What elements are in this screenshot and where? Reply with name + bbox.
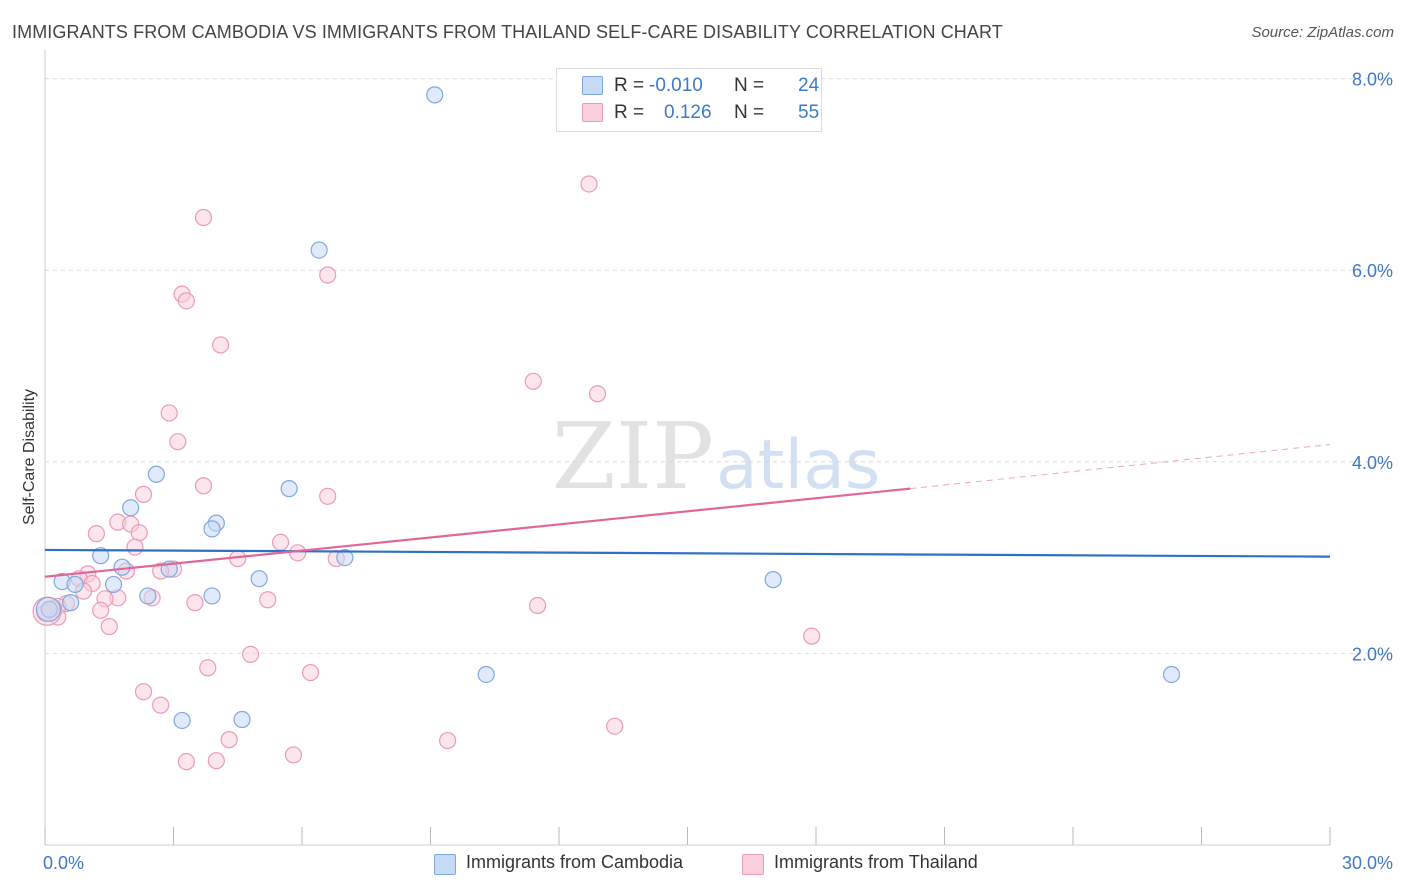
cambodia-point[interactable] xyxy=(92,547,110,565)
cambodia-point[interactable] xyxy=(104,575,123,594)
thailand-point[interactable] xyxy=(212,336,230,354)
y-tick-label: 2.0% xyxy=(1352,644,1393,664)
cambodia-trend-line xyxy=(44,548,1331,558)
cambodia-point[interactable] xyxy=(250,570,268,588)
cambodia-point[interactable] xyxy=(1162,665,1181,684)
thailand-point[interactable] xyxy=(289,544,307,562)
legend-n-label: N = xyxy=(734,102,765,123)
legend-label-cambodia: Immigrants from Cambodia xyxy=(466,852,684,872)
chart-title: IMMIGRANTS FROM CAMBODIA VS IMMIGRANTS F… xyxy=(12,22,1003,42)
legend-r-value: -0.010 xyxy=(649,75,703,96)
thailand-point[interactable] xyxy=(588,385,607,403)
thailand-point[interactable] xyxy=(319,487,337,505)
thailand-point[interactable] xyxy=(271,533,290,551)
legend-swatch-thailand xyxy=(742,854,764,875)
thailand-point[interactable] xyxy=(301,663,320,682)
y-tick-label: 6.0% xyxy=(1352,261,1393,281)
axes xyxy=(44,49,1331,846)
cambodia-point[interactable] xyxy=(113,558,131,576)
source-label: Source: ZipAtlas.com xyxy=(1251,24,1394,41)
legend-r-label: R = xyxy=(614,102,645,123)
legend-label-thailand: Immigrants from Thailand xyxy=(774,852,978,872)
legend-r-label: R = xyxy=(614,75,645,96)
thailand-point[interactable] xyxy=(177,753,195,771)
y-tick-label: 4.0% xyxy=(1352,453,1393,473)
cambodia-point[interactable] xyxy=(122,499,140,517)
thailand-trend-extension xyxy=(910,444,1331,490)
thailand-point[interactable] xyxy=(186,594,204,612)
legend-swatch-thailand xyxy=(582,103,603,122)
cambodia-point[interactable] xyxy=(426,86,444,104)
thailand-point[interactable] xyxy=(194,477,213,495)
correlation-legend: R = -0.010 N = 24 R = 0.126 N = 55 xyxy=(556,68,822,132)
thailand-point[interactable] xyxy=(130,524,148,542)
cambodia-point[interactable] xyxy=(233,710,251,729)
thailand-point[interactable] xyxy=(134,485,153,503)
legend-n-value: 24 xyxy=(798,75,820,96)
cambodia-point[interactable] xyxy=(764,571,782,589)
thailand-point[interactable] xyxy=(194,208,213,227)
thailand-point[interactable] xyxy=(134,683,153,701)
thailand-point[interactable] xyxy=(199,659,217,677)
y-tick-label: 8.0% xyxy=(1352,70,1393,90)
legend-swatch-cambodia xyxy=(582,76,603,95)
thailand-point[interactable] xyxy=(92,601,110,619)
thailand-point[interactable] xyxy=(100,617,118,636)
thailand-point[interactable] xyxy=(528,596,547,615)
cambodia-point[interactable] xyxy=(35,596,62,622)
cambodia-point[interactable] xyxy=(66,575,84,594)
legend-swatch-cambodia xyxy=(434,854,456,875)
thailand-point[interactable] xyxy=(439,731,457,750)
watermark-zip: ZIP xyxy=(552,403,714,510)
thailand-point[interactable] xyxy=(160,404,178,422)
cambodia-point[interactable] xyxy=(477,665,495,684)
legend-r-value: 0.126 xyxy=(664,102,712,123)
cambodia-point[interactable] xyxy=(139,587,157,605)
cambodia-point[interactable] xyxy=(173,711,191,730)
gridlines xyxy=(45,78,1392,654)
legend-n-label: N = xyxy=(734,75,765,96)
thailand-point[interactable] xyxy=(177,292,195,310)
thailand-point[interactable] xyxy=(152,696,170,714)
thailand-point[interactable] xyxy=(580,175,598,193)
thailand-point[interactable] xyxy=(242,645,260,663)
legend-n-value: 55 xyxy=(798,102,820,123)
thailand-point[interactable] xyxy=(259,591,277,609)
thailand-point[interactable] xyxy=(169,433,187,451)
thailand-point[interactable] xyxy=(606,717,624,735)
cambodia-point[interactable] xyxy=(40,600,58,618)
thailand-point[interactable] xyxy=(803,627,821,645)
thailand-point[interactable] xyxy=(220,731,238,749)
tick-labels: 2.0% 4.0% 6.0% 8.0% 0.0% 30.0% xyxy=(43,70,1393,873)
cambodia-point[interactable] xyxy=(310,241,328,259)
thailand-trend-line xyxy=(44,487,911,578)
thailand-point[interactable] xyxy=(284,746,303,764)
cambodia-point[interactable] xyxy=(336,548,354,567)
thailand-point[interactable] xyxy=(319,266,337,284)
watermark-atlas: atlas xyxy=(716,426,880,505)
cambodia-point[interactable] xyxy=(62,594,80,612)
cambodia-point[interactable] xyxy=(147,465,165,483)
thailand-point[interactable] xyxy=(126,538,144,556)
cambodia-point[interactable] xyxy=(203,587,221,605)
cambodia-point[interactable] xyxy=(280,480,298,498)
thailand-point[interactable] xyxy=(524,372,542,390)
cambodia-point[interactable] xyxy=(203,520,221,538)
x-tick-label: 30.0% xyxy=(1342,853,1393,873)
x-tick-label: 0.0% xyxy=(43,853,84,873)
thailand-point[interactable] xyxy=(87,525,106,543)
trend-lines xyxy=(44,444,1331,578)
thailand-point[interactable] xyxy=(207,752,225,770)
